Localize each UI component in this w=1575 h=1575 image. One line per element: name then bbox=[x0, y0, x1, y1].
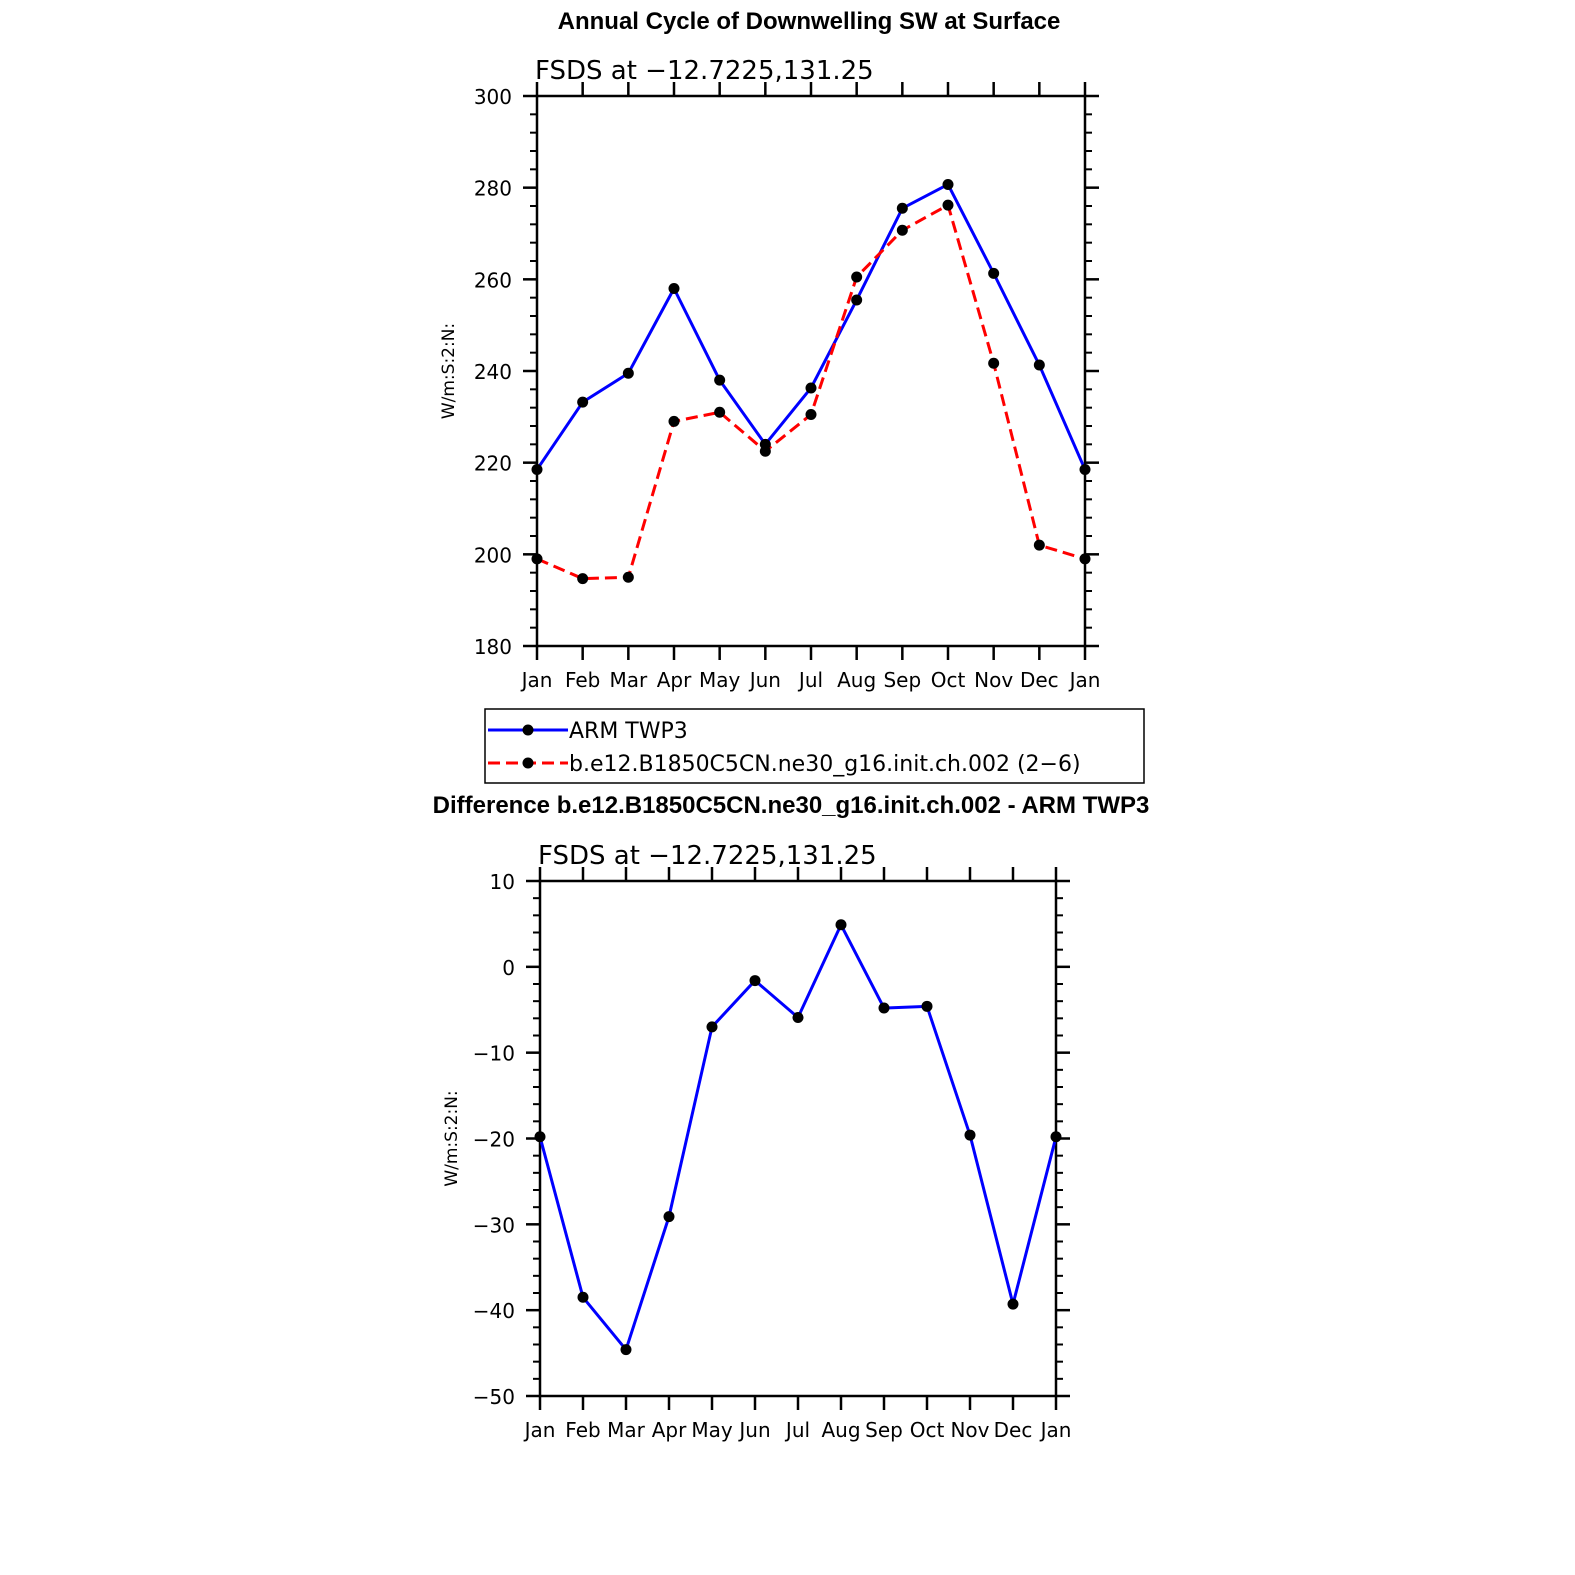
chart1-series-0-point bbox=[1079, 464, 1091, 476]
chart1-xtick-label: Feb bbox=[565, 668, 600, 692]
chart1-series-0-point bbox=[851, 294, 863, 306]
chart1-ytick-label: 200 bbox=[474, 543, 512, 567]
chart1-series-1-point bbox=[805, 409, 817, 421]
chart1-series-1-point bbox=[714, 406, 726, 418]
chart2-xtick-label: Feb bbox=[565, 1418, 600, 1442]
chart1-ytick-label: 300 bbox=[474, 85, 512, 109]
chart1-series-0-point bbox=[1033, 359, 1045, 371]
chart1-ylabel: W/m:S:2:N: bbox=[439, 323, 459, 419]
chart1-legend: ARM TWP3 b.e12.B1850C5CN.ne30_g16.init.ch… bbox=[484, 708, 1145, 784]
chart2-series-0-point bbox=[706, 1021, 718, 1033]
chart2-xtick-label: Mar bbox=[607, 1418, 646, 1442]
chart1-series-0-point bbox=[531, 464, 543, 476]
chart1-series-1-point bbox=[851, 271, 863, 283]
chart2-ytick-label: −20 bbox=[473, 1128, 515, 1152]
chart2-xtick-label: Sep bbox=[865, 1418, 903, 1442]
legend-series-0-marker bbox=[522, 724, 534, 736]
chart1-series-1-point bbox=[668, 415, 680, 427]
chart1-ytick-label: 180 bbox=[474, 635, 512, 659]
chart1-ytick-label: 220 bbox=[474, 452, 512, 476]
chart2-series-0-point bbox=[1007, 1298, 1019, 1310]
chart2-series-0-point bbox=[792, 1011, 804, 1023]
chart1-series-0-point bbox=[714, 374, 726, 386]
chart2-xtick-label: Jul bbox=[784, 1418, 810, 1442]
chart2-series-0-point bbox=[964, 1129, 976, 1141]
chart1-xtick-label: Jul bbox=[797, 668, 823, 692]
chart1-series-1-point bbox=[1079, 553, 1091, 565]
chart2-ytick-label: 0 bbox=[502, 956, 515, 980]
chart1-series-0-point bbox=[896, 202, 908, 214]
chart2-ytick-label: 10 bbox=[490, 870, 515, 894]
chart2-xtick-label: Dec bbox=[994, 1418, 1033, 1442]
chart2-xtick-label: May bbox=[691, 1418, 733, 1442]
legend-series-1-marker bbox=[522, 757, 534, 769]
chart1-xtick-label: Jan bbox=[520, 668, 553, 692]
chart2-ytick-label: −10 bbox=[473, 1042, 515, 1066]
chart2-series-0-point bbox=[620, 1344, 632, 1356]
chart1-ytick-label: 240 bbox=[474, 360, 512, 384]
chart1-xtick-label: Jun bbox=[748, 668, 781, 692]
chart1-series-1-point bbox=[988, 357, 1000, 369]
chart2-xtick-label: Apr bbox=[652, 1418, 687, 1442]
chart1-series-1-point bbox=[759, 445, 771, 457]
legend-series-0-label: ARM TWP3 bbox=[569, 719, 688, 744]
chart2-series-0-point bbox=[835, 919, 847, 931]
legend-series-1-label: b.e12.B1850C5CN.ne30_g16.init.ch.002 (2−… bbox=[569, 752, 1081, 777]
chart1-series-0-point bbox=[988, 267, 1000, 279]
chart1-xtick-label: May bbox=[699, 668, 741, 692]
chart2-xtick-label: Oct bbox=[910, 1418, 945, 1442]
chart2-subtitle: FSDS at −12.7225,131.25 bbox=[538, 841, 877, 871]
chart2-frame bbox=[538, 879, 1058, 1398]
chart1-series-0-line bbox=[535, 182, 1087, 471]
chart1-xtick-label: Jan bbox=[1068, 668, 1101, 692]
chart2-xtick-label: Jun bbox=[737, 1418, 770, 1442]
legend-box bbox=[484, 708, 1145, 784]
chart1-ytick-label: 280 bbox=[474, 177, 512, 201]
chart1-series-1-point bbox=[942, 199, 954, 211]
chart2-series-0-point bbox=[878, 1002, 890, 1014]
chart2-title: Difference b.e12.B1850C5CN.ne30_g16.init… bbox=[432, 792, 1150, 819]
chart1-series-1-point bbox=[896, 224, 908, 236]
chart2-xtick-label: Jan bbox=[523, 1418, 556, 1442]
chart2-ylabel: W/m:S:2:N: bbox=[442, 1090, 462, 1186]
chart1-xtick-label: Oct bbox=[931, 668, 966, 692]
chart2-series-0-point bbox=[577, 1291, 589, 1303]
chart2-series-0-point bbox=[749, 975, 761, 987]
chart1-xtick-label: Mar bbox=[609, 668, 648, 692]
chart2-series-0-point bbox=[921, 1000, 933, 1012]
chart1-subtitle: FSDS at −12.7225,131.25 bbox=[535, 56, 874, 86]
chart2-plot: FSDS at −12.7225,131.25 W/m:S:2:N: −50 −40 −… bbox=[442, 841, 1071, 1442]
chart1-title: Annual Cycle of Downwelling SW at Surfac… bbox=[557, 8, 1061, 35]
chart1-frame bbox=[535, 94, 1087, 648]
chart1-ytick-label: 260 bbox=[474, 268, 512, 292]
chart1-xtick-label: Aug bbox=[837, 668, 876, 692]
chart1-series-0-point bbox=[805, 382, 817, 394]
chart1-xtick-label: Apr bbox=[657, 668, 692, 692]
chart2-series-0-point bbox=[1050, 1131, 1062, 1143]
chart2-xtick-label: Aug bbox=[821, 1418, 860, 1442]
chart2-series-0-point bbox=[534, 1131, 546, 1143]
chart1-series-1-point bbox=[577, 573, 589, 585]
chart2-xtick-label: Jan bbox=[1039, 1418, 1072, 1442]
chart1-xtick-label: Nov bbox=[974, 668, 1013, 692]
chart1-series-0-point bbox=[577, 396, 589, 408]
chart1-series-0-point bbox=[668, 283, 680, 294]
chart2-ytick-label: −30 bbox=[473, 1213, 515, 1237]
chart2-series-0-line bbox=[538, 923, 1058, 1352]
chart2-xtick-label: Nov bbox=[950, 1418, 989, 1442]
chart2-ytick-label: −40 bbox=[473, 1299, 515, 1323]
chart1-series-0-point bbox=[942, 178, 954, 190]
chart1-series-0-point bbox=[622, 367, 634, 379]
chart1-plot: FSDS at −12.7225,131.25 W/m:S:2:N: 180 200 2… bbox=[439, 56, 1100, 692]
chart1-series-1-point bbox=[1033, 539, 1045, 551]
chart1-series-1-point bbox=[531, 553, 543, 565]
chart2-series-0-point bbox=[663, 1211, 675, 1223]
chart1-xtick-label: Sep bbox=[883, 668, 921, 692]
chart1-xtick-label: Dec bbox=[1020, 668, 1059, 692]
chart2-ytick-label: −50 bbox=[473, 1385, 515, 1409]
chart1-series-1-point bbox=[622, 571, 634, 583]
